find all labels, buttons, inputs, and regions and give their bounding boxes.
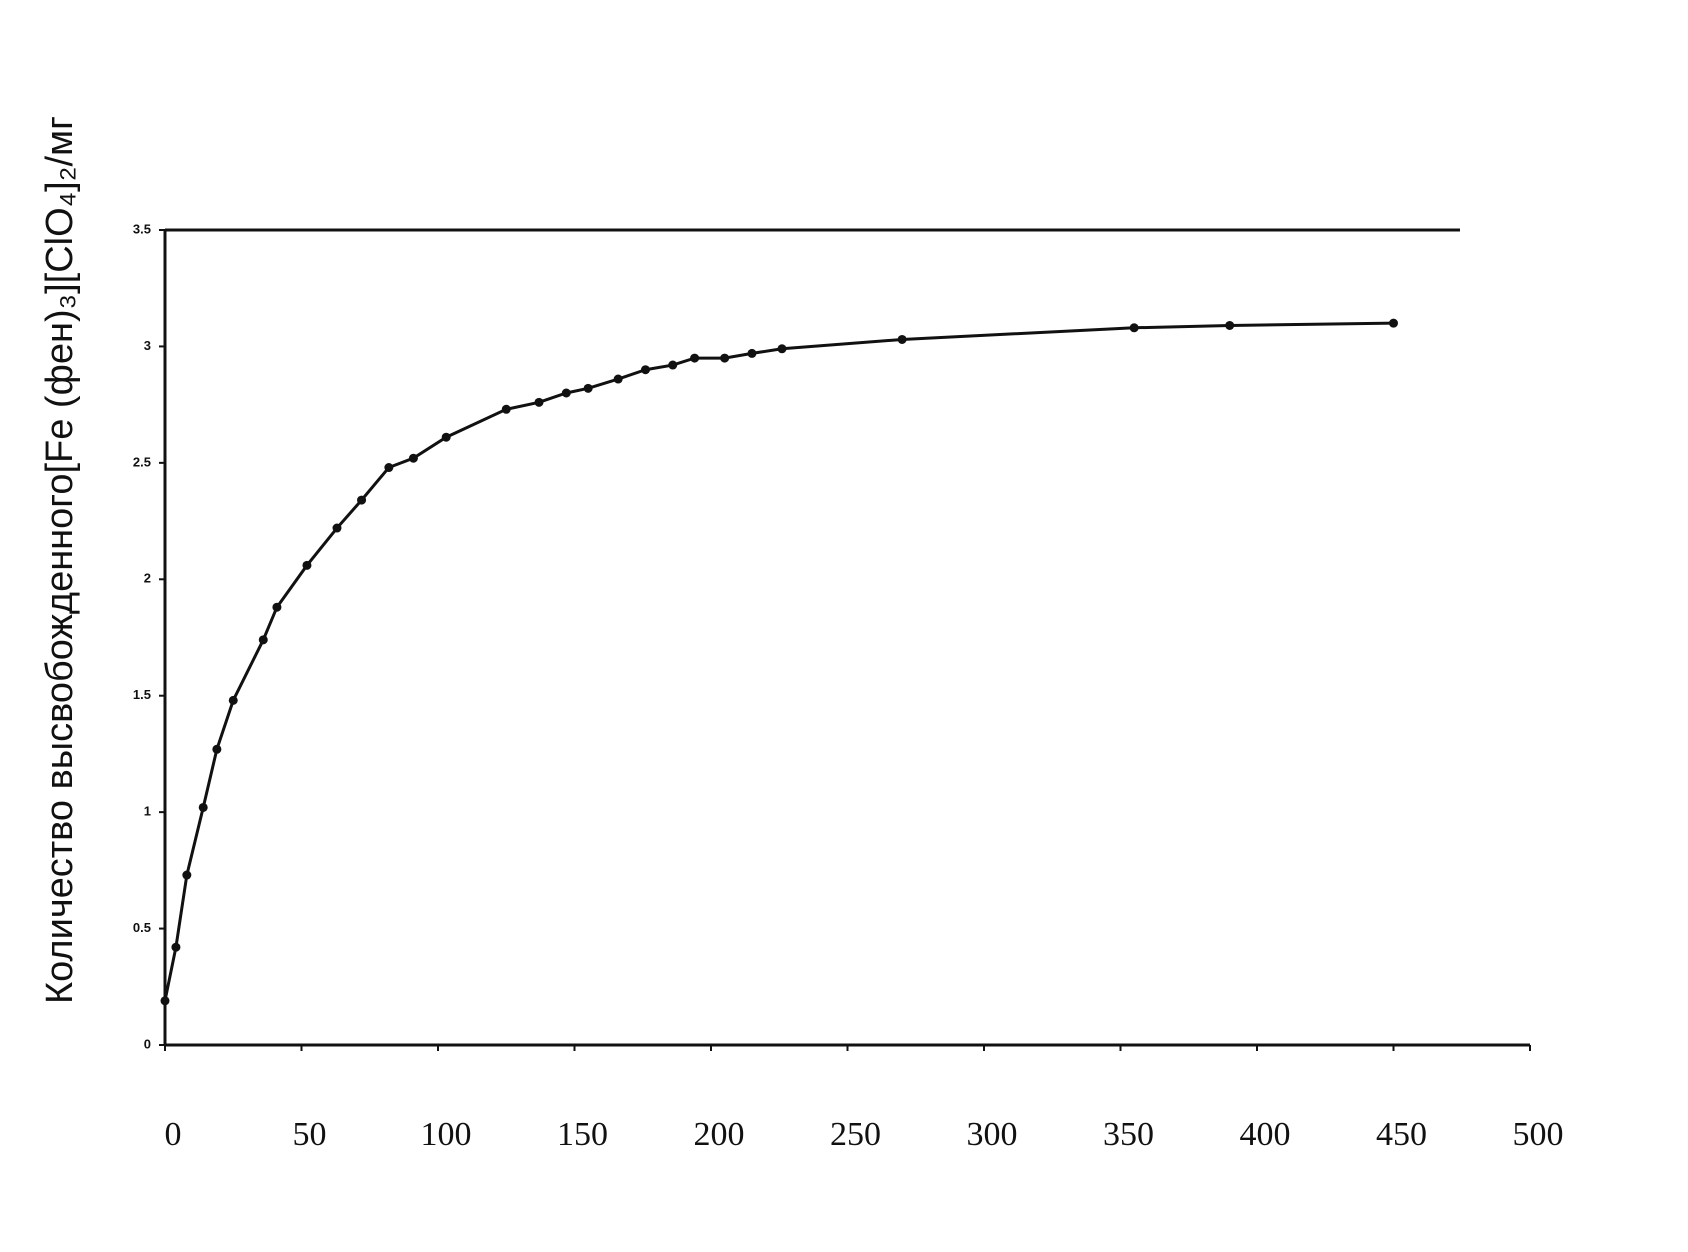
x-tick-label: 100 bbox=[421, 1116, 472, 1153]
x-tick-label: 300 bbox=[967, 1116, 1018, 1153]
data-point bbox=[212, 745, 221, 754]
y-tick-label: 3 bbox=[144, 338, 151, 353]
chart: Количество высвобожденного[Fe (фен)₃][Cl… bbox=[0, 0, 1688, 1252]
data-point bbox=[302, 561, 311, 570]
y-tick-label: 0.5 bbox=[133, 920, 151, 935]
data-point bbox=[272, 603, 281, 612]
data-point bbox=[668, 361, 677, 370]
data-point bbox=[584, 384, 593, 393]
y-axis-label: Количество высвобожденного[Fe (фен)₃][Cl… bbox=[39, 116, 81, 1004]
data-point bbox=[614, 375, 623, 384]
y-tick-label: 2 bbox=[144, 571, 151, 586]
data-point bbox=[535, 398, 544, 407]
data-point bbox=[562, 389, 571, 398]
data-point bbox=[777, 344, 786, 353]
x-tick-label: 150 bbox=[557, 1116, 608, 1153]
data-point bbox=[229, 696, 238, 705]
x-tick-label: 200 bbox=[694, 1116, 745, 1153]
data-point bbox=[1130, 323, 1139, 332]
y-tick-label: 3.5 bbox=[133, 221, 151, 236]
data-point bbox=[199, 803, 208, 812]
data-point bbox=[1389, 319, 1398, 328]
x-tick-label: 500 bbox=[1513, 1116, 1564, 1153]
y-tick-label: 2.5 bbox=[133, 454, 151, 469]
data-point bbox=[720, 354, 729, 363]
data-point bbox=[409, 454, 418, 463]
data-point bbox=[898, 335, 907, 344]
y-tick-label: 1 bbox=[144, 804, 151, 819]
x-tick-label: 450 bbox=[1376, 1116, 1427, 1153]
data-point bbox=[690, 354, 699, 363]
data-point bbox=[384, 463, 393, 472]
y-tick-label: 0 bbox=[144, 1036, 151, 1051]
y-tick-label: 1.5 bbox=[133, 687, 151, 702]
data-point bbox=[259, 635, 268, 644]
data-point bbox=[502, 405, 511, 414]
data-point bbox=[171, 943, 180, 952]
data-point bbox=[182, 871, 191, 880]
data-point bbox=[747, 349, 756, 358]
x-tick-label: 350 bbox=[1103, 1116, 1154, 1153]
data-point bbox=[1225, 321, 1234, 330]
data-point bbox=[357, 496, 366, 505]
x-tick-label: 250 bbox=[830, 1116, 881, 1153]
x-tick-label: 0 bbox=[165, 1116, 182, 1153]
x-tick-label: 50 bbox=[293, 1116, 327, 1153]
data-point bbox=[332, 524, 341, 533]
data-line bbox=[165, 323, 1394, 1001]
data-point bbox=[161, 996, 170, 1005]
x-tick-label: 400 bbox=[1240, 1116, 1291, 1153]
data-point bbox=[641, 365, 650, 374]
data-point bbox=[442, 433, 451, 442]
